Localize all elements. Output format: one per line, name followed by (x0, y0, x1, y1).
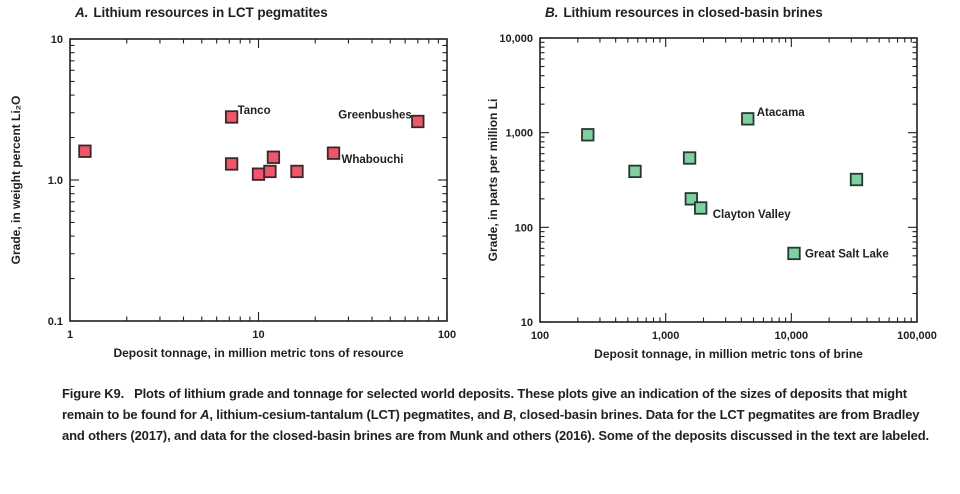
x-axis-title: Deposit tonnage, in million metric tons … (594, 347, 863, 361)
chart-a-title-prefix: A. (75, 5, 89, 20)
y-tick-label: 100 (515, 222, 533, 234)
figure-caption-label: Figure K9. (62, 386, 125, 401)
y-tick-label: 10 (51, 34, 63, 46)
x-tick-label: 1,000 (652, 330, 680, 342)
figure-caption-part3: , closed-basin brines. Data for the LCT … (62, 407, 929, 444)
data-point (263, 164, 277, 179)
chart-a-plot: 1 10 100 0.1 1.0 10 Deposit tonnage, in millio… (9, 34, 456, 360)
deposit-label: Atacama (757, 107, 806, 119)
y-axis-title: Grade, in parts per million Li (486, 99, 500, 262)
x-tick-label: 1 (67, 329, 73, 341)
data-point (290, 164, 304, 179)
data-point (411, 114, 425, 129)
plot-frame (539, 37, 918, 323)
chart-a-title: A. Lithium resources in LCT pegmatites (75, 5, 328, 20)
x-tick-label: 100 (531, 330, 549, 342)
chart-b-plot: 100 1,000 10,000 100,000101001,00010,000Dep… (486, 33, 937, 361)
y-tick-label: 10 (521, 317, 533, 329)
data-point (849, 172, 864, 187)
data-point (326, 146, 341, 160)
data-point (224, 110, 239, 124)
chart-b-title-prefix: B. (545, 5, 559, 20)
data-point (224, 157, 239, 171)
y-tick-label: 1.0 (48, 175, 63, 187)
figure-caption-italic-b: B (503, 407, 513, 423)
y-axis-title: Grade, in weight percent Li₂O (9, 96, 23, 265)
data-point (628, 164, 642, 179)
figure-caption-italic-a: A (200, 407, 210, 423)
data-point (694, 201, 708, 215)
data-point (581, 128, 595, 142)
figure-caption-part2: , lithium-cesium-tantalum (LCT) pegmatit… (209, 407, 504, 423)
data-point (266, 150, 281, 164)
chart-b-title: B. Lithium resources in closed-basin brin… (545, 5, 823, 20)
data-point (682, 151, 697, 165)
data-point (787, 246, 801, 261)
data-point (78, 144, 92, 158)
figure-caption: Figure K9. Plots of lithium grade and ton… (62, 383, 938, 446)
data-point (251, 167, 266, 181)
x-tick-label: 10,000 (775, 330, 809, 342)
deposit-label: Clayton Valley (713, 209, 792, 221)
deposit-label: Whabouchi (342, 154, 404, 166)
x-axis-title: Deposit tonnage, in million metric tons … (113, 346, 403, 360)
x-tick-label: 100,000 (897, 330, 937, 342)
y-tick-label: 10,000 (499, 33, 533, 45)
deposit-label: Greenbushes (338, 109, 412, 121)
x-tick-label: 10 (252, 329, 264, 341)
chart-a-title-text: Lithium resources in LCT pegmatites (93, 5, 328, 20)
x-tick-label: 100 (438, 329, 456, 341)
deposit-label: Great Salt Lake (805, 248, 889, 260)
data-point (684, 192, 698, 206)
deposit-label: Tanco (238, 105, 271, 117)
data-point (741, 112, 755, 126)
figure-caption-part1: Plots of lithium grade and tonnage for s… (62, 386, 907, 423)
y-tick-label: 1,000 (505, 128, 533, 140)
chart-b-title-text: Lithium resources in closed-basin brines (563, 5, 823, 20)
y-tick-label: 0.1 (48, 316, 63, 328)
